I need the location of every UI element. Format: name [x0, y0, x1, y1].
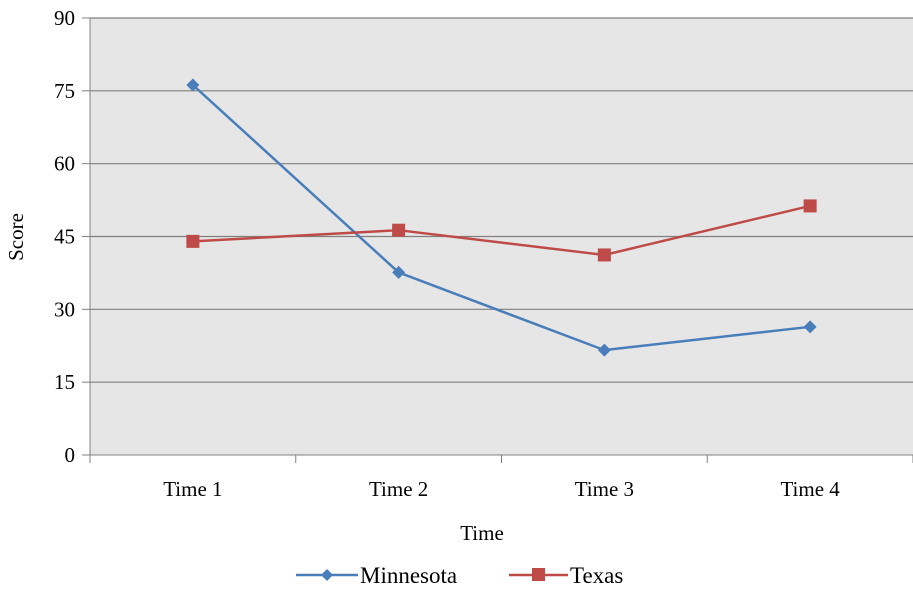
series-line-texas	[192, 204, 811, 257]
y-tick-label-45: 45	[54, 225, 75, 249]
data-point-minnesota-2	[392, 265, 406, 279]
y-tick-label-90: 90	[54, 6, 75, 30]
legend-marker-minnesota	[321, 569, 333, 581]
data-point-texas-4	[803, 199, 817, 213]
legend-label-minnesota: Minnesota	[360, 563, 457, 588]
data-point-minnesota-1	[186, 78, 200, 92]
legend-item-minnesota: Minnesota	[296, 563, 457, 588]
x-tick-label-3: Time 3	[575, 477, 634, 501]
x-axis-ticks: Time 1 Time 2 Time 3 Time 4	[89, 455, 913, 501]
series-minnesota	[186, 78, 817, 357]
y-tick-label-60: 60	[54, 152, 75, 176]
series-group	[186, 78, 817, 357]
x-tick-label-2: Time 2	[369, 477, 428, 501]
legend: Minnesota Texas	[296, 563, 623, 588]
x-axis-title: Time	[460, 521, 504, 545]
y-tick-label-30: 30	[54, 297, 75, 321]
legend-label-texas: Texas	[570, 563, 623, 588]
legend-marker-texas	[532, 568, 545, 581]
y-axis-title: Score	[4, 213, 28, 261]
y-tick-label-0: 0	[65, 443, 76, 467]
series-line-minnesota	[192, 84, 811, 352]
data-point-texas-3	[597, 248, 611, 262]
y-axis-ticks: 0 15 30 45 60 75 90	[54, 6, 90, 467]
data-point-texas-1	[186, 234, 200, 248]
y-tick-label-15: 15	[54, 370, 75, 394]
gridlines	[90, 17, 913, 383]
y-tick-label-75: 75	[54, 79, 75, 103]
data-point-minnesota-4	[803, 320, 817, 334]
x-tick-label-4: Time 4	[780, 477, 840, 501]
data-point-texas-2	[392, 223, 406, 237]
x-tick-label-1: Time 1	[163, 477, 222, 501]
legend-item-texas: Texas	[509, 563, 623, 588]
series-texas	[186, 199, 817, 262]
data-point-minnesota-3	[597, 343, 611, 357]
